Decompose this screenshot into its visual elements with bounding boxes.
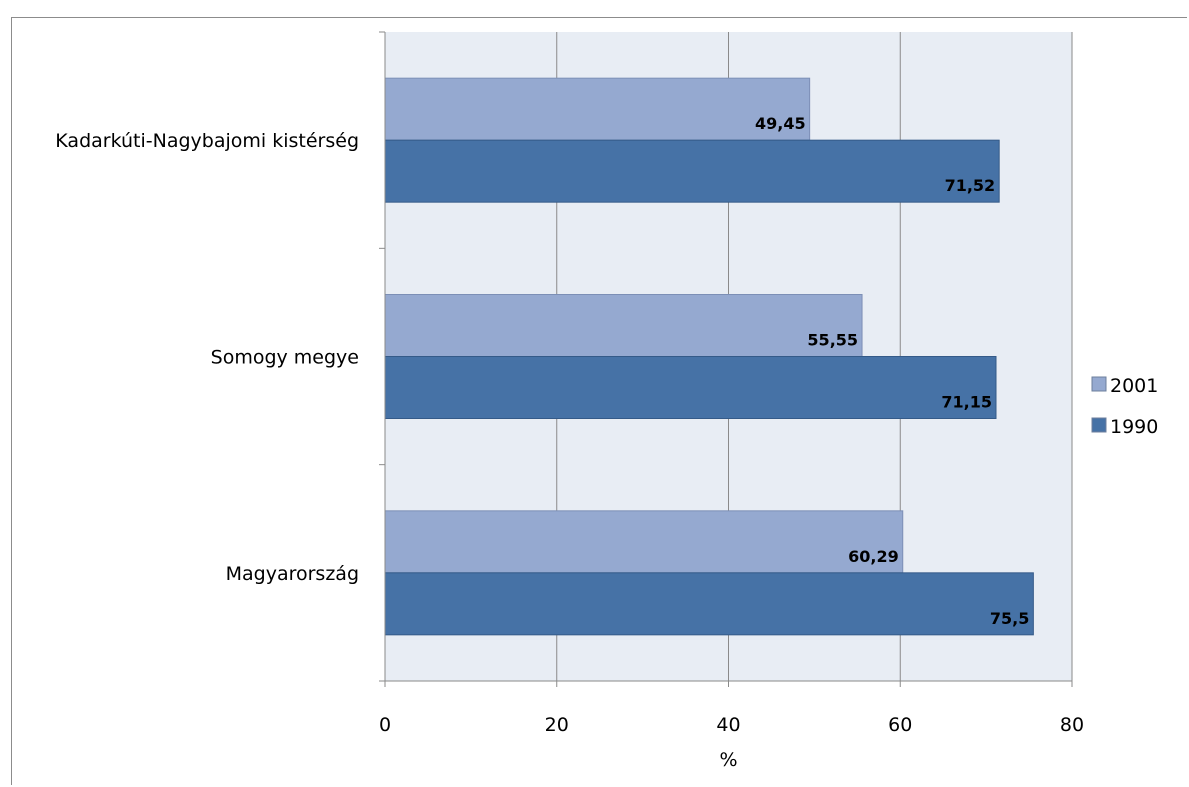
chart-frame — [11, 17, 1187, 785]
x-tick-label: 20 — [545, 714, 569, 736]
legend-swatch-2001 — [1091, 376, 1107, 392]
bar-2001 — [384, 294, 863, 357]
category-label: Kadarkúti-Nagybajomi kistérség — [55, 130, 359, 152]
category-label: Somogy megye — [211, 347, 359, 369]
x-axis-title: % — [719, 749, 737, 771]
legend: 2001 1990 — [1091, 375, 1158, 438]
data-label: 75,5 — [990, 609, 1029, 628]
bar-2001 — [384, 510, 904, 574]
data-label: 71,52 — [945, 176, 996, 195]
x-tick-label: 80 — [1060, 714, 1084, 736]
bar-1990 — [384, 139, 1000, 203]
bar-1990 — [384, 572, 1034, 636]
bar-1990 — [384, 356, 997, 419]
data-label: 71,15 — [941, 393, 992, 412]
y-axis: Kadarkúti-Nagybajomi kistérség Somogy meg… — [55, 31, 386, 682]
bar-2001 — [384, 77, 811, 141]
x-tick-label: 60 — [888, 714, 912, 736]
data-label: 49,45 — [755, 114, 806, 133]
data-label: 60,29 — [848, 547, 899, 566]
x-tick-label: 40 — [716, 714, 740, 736]
legend-label-2001: 2001 — [1110, 375, 1158, 397]
data-label: 55,55 — [807, 331, 858, 350]
legend-swatch-1990 — [1091, 417, 1107, 433]
category-label: Magyarország — [226, 563, 359, 585]
legend-label-1990: 1990 — [1110, 416, 1158, 438]
x-tick-label: 0 — [379, 714, 391, 736]
x-axis: 0 20 40 60 80 — [379, 680, 1084, 736]
